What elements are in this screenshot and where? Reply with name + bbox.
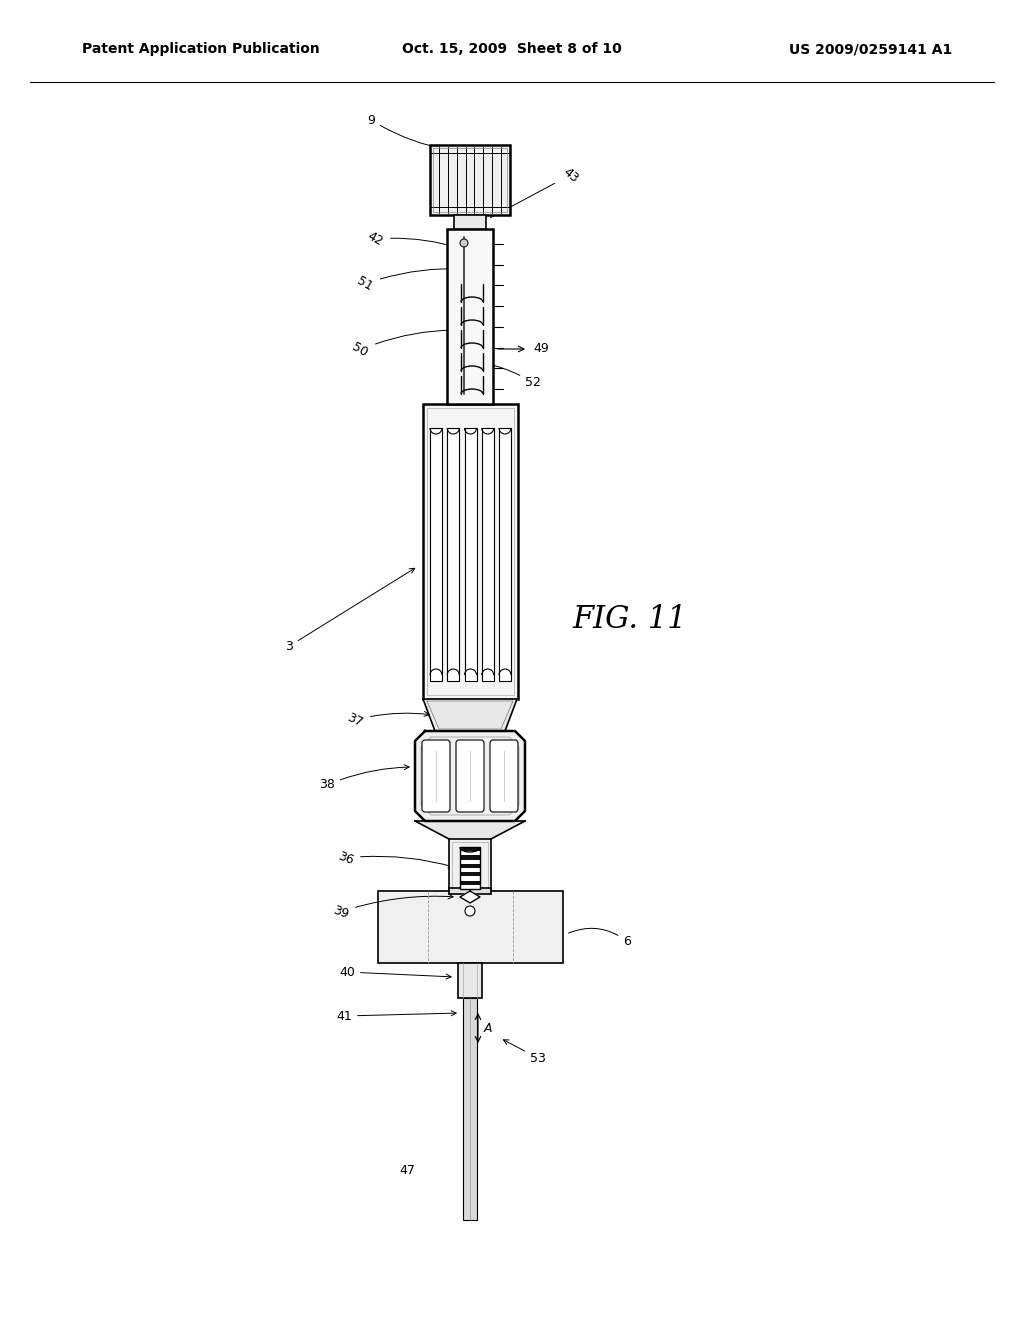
Polygon shape bbox=[460, 891, 480, 903]
Bar bbox=[449, 888, 490, 894]
Bar bbox=[460, 873, 480, 876]
Bar bbox=[427, 408, 514, 696]
Polygon shape bbox=[415, 731, 525, 821]
Text: 37: 37 bbox=[345, 710, 429, 729]
Bar bbox=[460, 863, 480, 869]
FancyBboxPatch shape bbox=[422, 741, 450, 812]
Text: 47: 47 bbox=[399, 1163, 415, 1176]
Bar bbox=[499, 428, 511, 681]
Text: A: A bbox=[484, 1022, 493, 1035]
Bar bbox=[460, 851, 480, 855]
Polygon shape bbox=[415, 821, 525, 840]
Text: 42: 42 bbox=[365, 230, 459, 248]
FancyBboxPatch shape bbox=[490, 741, 518, 812]
Bar bbox=[460, 876, 480, 880]
Bar bbox=[458, 964, 482, 998]
Bar bbox=[481, 428, 494, 681]
Circle shape bbox=[460, 239, 468, 247]
Bar bbox=[463, 998, 477, 1220]
Bar bbox=[452, 842, 488, 888]
Text: US 2009/0259141 A1: US 2009/0259141 A1 bbox=[790, 42, 952, 57]
Bar bbox=[378, 891, 563, 964]
Text: 51: 51 bbox=[354, 267, 462, 293]
Bar bbox=[460, 847, 480, 888]
Text: 41: 41 bbox=[336, 1010, 456, 1023]
Text: 39: 39 bbox=[331, 894, 454, 921]
Text: 6: 6 bbox=[568, 928, 631, 948]
Circle shape bbox=[465, 906, 475, 916]
Bar bbox=[460, 859, 480, 863]
Text: Patent Application Publication: Patent Application Publication bbox=[82, 42, 319, 57]
Bar bbox=[430, 145, 510, 215]
Text: 38: 38 bbox=[319, 764, 410, 792]
Bar bbox=[454, 215, 486, 228]
Text: Oct. 15, 2009  Sheet 8 of 10: Oct. 15, 2009 Sheet 8 of 10 bbox=[402, 42, 622, 57]
Text: 9: 9 bbox=[368, 114, 446, 150]
Bar bbox=[433, 148, 507, 213]
Bar bbox=[460, 855, 480, 859]
Bar bbox=[460, 884, 480, 888]
Text: 49: 49 bbox=[534, 342, 549, 355]
Bar bbox=[460, 880, 480, 884]
Bar bbox=[460, 847, 480, 851]
Bar bbox=[423, 404, 518, 700]
Text: 43: 43 bbox=[490, 165, 581, 218]
Bar bbox=[430, 428, 442, 681]
FancyBboxPatch shape bbox=[456, 741, 484, 812]
Bar bbox=[460, 869, 480, 873]
Text: 50: 50 bbox=[349, 327, 454, 359]
Text: FIG. 11: FIG. 11 bbox=[572, 605, 687, 635]
Text: 52: 52 bbox=[486, 362, 541, 389]
Text: 36: 36 bbox=[336, 849, 454, 869]
Text: 40: 40 bbox=[339, 965, 452, 979]
Bar bbox=[447, 228, 493, 404]
Bar bbox=[447, 428, 459, 681]
Bar bbox=[465, 428, 476, 681]
Text: 3: 3 bbox=[285, 569, 415, 653]
Text: 53: 53 bbox=[504, 1040, 546, 1064]
Bar bbox=[449, 840, 490, 891]
Polygon shape bbox=[423, 700, 517, 731]
